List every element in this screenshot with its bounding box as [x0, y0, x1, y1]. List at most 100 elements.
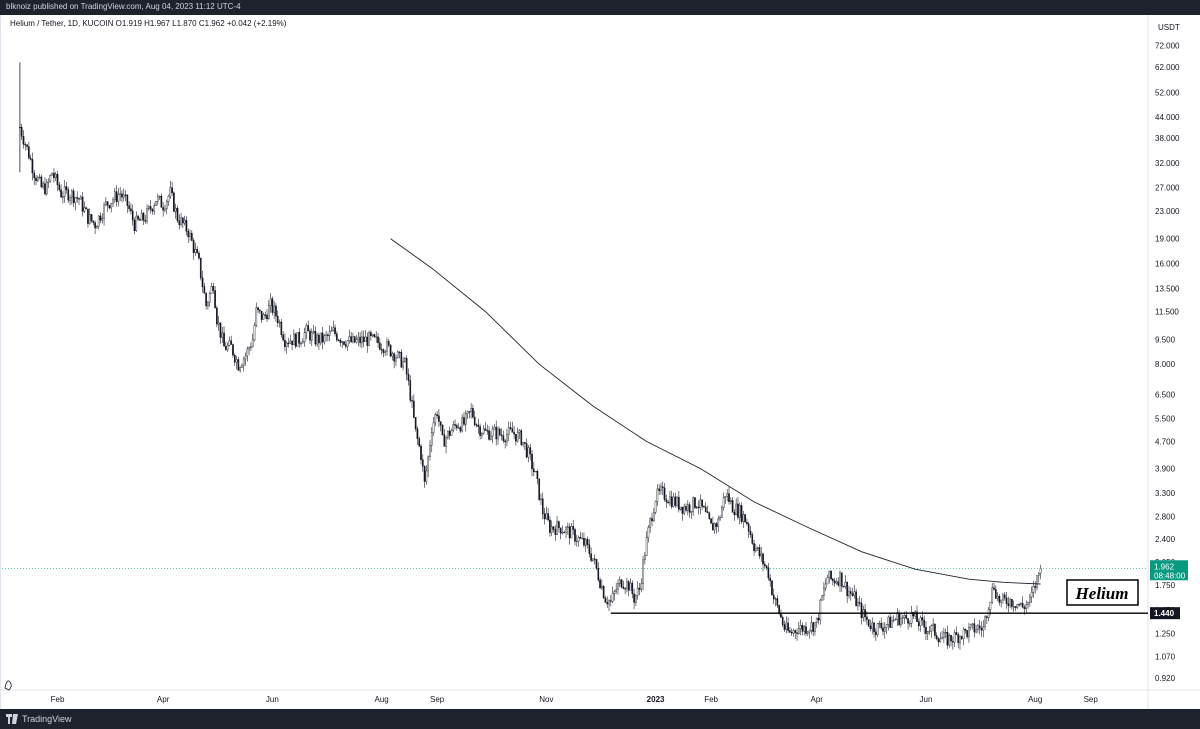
publish-banner: blknoiz published on TradingView.com, Au…: [0, 0, 1200, 15]
candle-body: [928, 630, 931, 633]
candle-body: [763, 563, 766, 567]
candle-body: [898, 612, 900, 625]
candle-body: [130, 208, 132, 212]
candle-body: [146, 208, 148, 222]
candle-body: [520, 430, 523, 445]
candle-body: [792, 630, 795, 634]
candle-body: [549, 519, 551, 533]
candle-body: [776, 598, 779, 606]
candle-body: [327, 334, 329, 336]
candle-body: [346, 340, 349, 347]
candle-body: [99, 215, 102, 221]
candle-body: [264, 314, 267, 316]
candle-body: [405, 358, 408, 375]
candle-body: [364, 336, 367, 342]
candle-body: [830, 570, 832, 580]
candle-body: [343, 341, 345, 345]
candle-body: [572, 526, 575, 530]
candle-body: [199, 257, 202, 279]
candle-body: [984, 616, 986, 627]
candle-body: [312, 330, 315, 333]
x-tick-label: Jun: [266, 695, 279, 704]
candle-body: [477, 424, 480, 427]
candle-body: [663, 487, 666, 500]
candle-body: [828, 570, 831, 578]
candle-body: [941, 637, 943, 640]
candle-body: [1027, 602, 1029, 605]
candle-body: [325, 334, 327, 336]
candle-body: [144, 219, 147, 222]
candle-body: [432, 422, 435, 433]
candle-body: [874, 631, 877, 635]
candle-body: [266, 314, 268, 320]
candle-body: [366, 336, 369, 346]
candle-body: [609, 600, 612, 602]
candle-body: [298, 332, 301, 344]
candle-body: [230, 340, 233, 345]
y-tick-label: 72.000: [1155, 41, 1180, 50]
candle-body: [617, 583, 619, 590]
candle-body: [832, 578, 834, 582]
candle-body: [873, 622, 875, 633]
candle-body: [563, 531, 566, 534]
candle-body: [282, 334, 284, 341]
candle-body: [1018, 604, 1020, 606]
candle-body: [688, 504, 691, 513]
candle-body: [518, 430, 521, 433]
candle-body: [814, 622, 816, 632]
candle-body: [108, 205, 111, 209]
candle-body: [849, 591, 852, 594]
candle-body: [513, 432, 515, 435]
y-tick-label: 2.400: [1155, 535, 1176, 544]
candle-body: [1020, 602, 1022, 606]
candle-body: [962, 628, 965, 639]
candle-body: [239, 367, 241, 371]
candle-body: [67, 189, 70, 201]
candle-body: [701, 499, 703, 507]
candle-body: [384, 351, 387, 353]
candle-body: [296, 332, 299, 347]
candle-body: [28, 146, 30, 159]
candle-body: [703, 506, 705, 508]
candle-body: [49, 175, 52, 182]
chart-area[interactable]: [0, 15, 1200, 709]
candle-body: [96, 226, 98, 229]
candle-body: [429, 445, 431, 458]
candle-body: [654, 501, 657, 513]
candle-body: [400, 352, 403, 368]
candle-body: [613, 591, 616, 594]
candle-body: [774, 598, 777, 600]
candle-body: [690, 511, 693, 513]
candle-body: [810, 622, 813, 631]
candle-body: [611, 593, 614, 602]
candle-body: [1028, 596, 1031, 603]
candle-body: [835, 581, 838, 584]
candle-body: [957, 634, 960, 644]
candle-body: [878, 623, 881, 625]
candle-body: [753, 543, 755, 552]
candle-body: [527, 447, 530, 458]
candle-body: [712, 523, 714, 531]
candle-body: [686, 504, 689, 511]
candle-body: [912, 611, 915, 617]
tradingview-logo-icon[interactable]: [6, 713, 20, 725]
candle-body: [762, 553, 764, 565]
candle-body: [534, 470, 537, 473]
candle-body: [83, 207, 86, 212]
candle-body: [434, 414, 437, 424]
candle-body: [722, 497, 725, 508]
candle-body: [160, 195, 163, 208]
candle-body: [909, 623, 911, 625]
candle-body: [391, 353, 394, 357]
candle-body: [629, 582, 632, 591]
candle-body: [203, 286, 206, 294]
candle-body: [241, 365, 243, 368]
candle-body: [728, 493, 730, 502]
candle-body: [454, 424, 456, 426]
candle-body: [955, 632, 958, 635]
candle-body: [575, 540, 578, 543]
candle-body: [253, 325, 256, 341]
candle-body: [926, 631, 929, 634]
x-tick-label: 2023: [647, 695, 665, 704]
